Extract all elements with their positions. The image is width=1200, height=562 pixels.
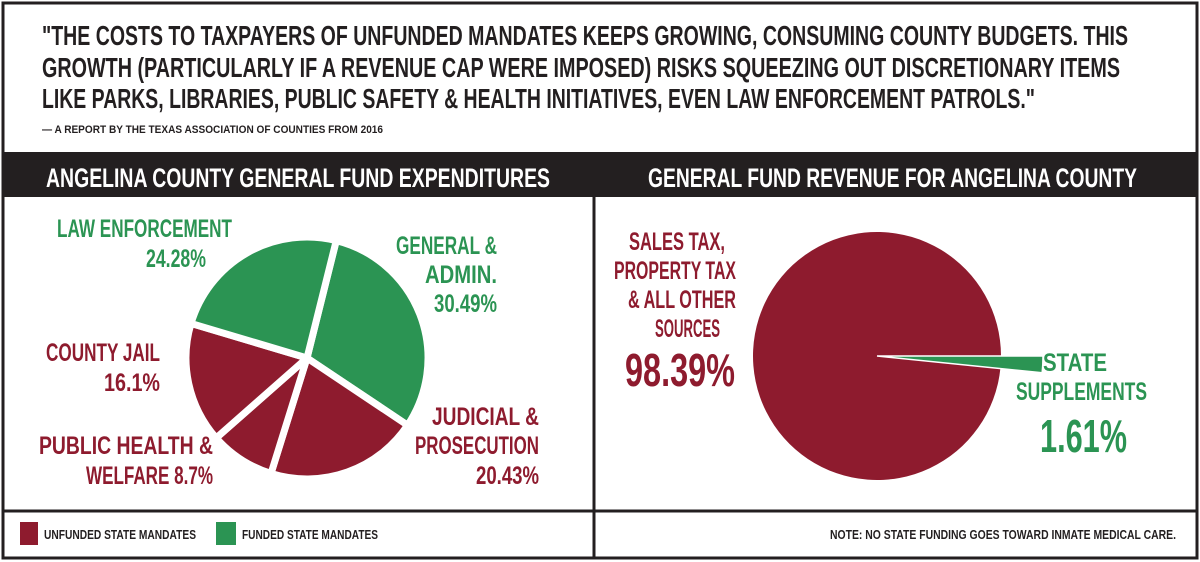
pie-slice-judicial-prosecution (267, 354, 412, 483)
label-line: PROPERTY TAX (614, 257, 736, 285)
label-general-admin: GENERAL & ADMIN. 30.49% (396, 232, 497, 318)
label-line: SOURCES (655, 315, 720, 343)
label-law-enforcement: LAW ENFORCEMENT 24.28% (57, 215, 232, 273)
label-value: 20.43% (476, 462, 539, 490)
label-county-jail: COUNTY JAIL 16.1% (46, 339, 160, 397)
label-value: 24.28% (146, 245, 206, 273)
label-line: STATE (1043, 349, 1107, 377)
label-line: SUPPLEMENTS (1016, 378, 1147, 406)
quote-line-2: GROWTH (PARTICULARLY IF A REVENUE CAP WE… (42, 52, 1120, 83)
expenditures-pie (182, 233, 432, 483)
label-value: 30.49% (434, 290, 497, 318)
quote-line-1: "THE COSTS TO TAXPAYERS OF UNFUNDED MAND… (42, 20, 1128, 51)
right-chart-title: GENERAL FUND REVENUE FOR ANGELINA COUNTY (648, 163, 1137, 193)
label-value: 16.1% (104, 369, 160, 397)
legend-label-funded: FUNDED STATE MANDATES (242, 527, 378, 542)
label-other-sources: SALES TAX, PROPERTY TAX & ALL OTHER SOUR… (614, 228, 736, 396)
quote-attribution: — A REPORT BY THE TEXAS ASSOCIATION OF C… (42, 124, 383, 136)
quote-block: "THE COSTS TO TAXPAYERS OF UNFUNDED MAND… (42, 20, 1128, 136)
label-line: SALES TAX, (629, 228, 725, 256)
left-chart-title: ANGELINA COUNTY GENERAL FUND EXPENDITURE… (46, 163, 550, 193)
label-line: PUBLIC HEALTH & (39, 432, 213, 460)
pie-slice-state-supplements (876, 355, 1044, 374)
footnote: NOTE: NO STATE FUNDING GOES TOWARD INMAT… (830, 527, 1176, 542)
label-public-health: PUBLIC HEALTH & WELFARE 8.7% (39, 432, 213, 490)
quote-line-3: LIKE PARKS, LIBRARIES, PUBLIC SAFETY & H… (42, 83, 1035, 114)
label-value: 98.39% (625, 344, 735, 396)
label-line: COUNTY JAIL (46, 339, 160, 367)
pie-slice-general-admin (303, 237, 432, 429)
label-line: WELFARE 8.7% (86, 462, 213, 490)
label-line: LAW ENFORCEMENT (57, 215, 232, 243)
label-line: & ALL OTHER (628, 286, 736, 314)
label-line: PROSECUTION (415, 432, 539, 460)
header-band (3, 152, 1197, 197)
label-value: 1.61% (1040, 410, 1127, 462)
legend-label-unfunded: UNFUNDED STATE MANDATES (44, 527, 196, 542)
pie-slice-law-enforcement (187, 233, 340, 362)
label-state-supplements: STATE SUPPLEMENTS 1.61% (1016, 349, 1147, 462)
legend: UNFUNDED STATE MANDATES FUNDED STATE MAN… (20, 522, 378, 545)
revenue-pie (752, 232, 1044, 481)
label-line: JUDICIAL & (432, 403, 539, 431)
legend-swatch-unfunded (20, 522, 38, 545)
legend-swatch-funded (216, 522, 236, 545)
label-line: GENERAL & (396, 232, 497, 260)
label-line: ADMIN. (425, 261, 497, 289)
label-judicial: JUDICIAL & PROSECUTION 20.43% (415, 403, 539, 490)
